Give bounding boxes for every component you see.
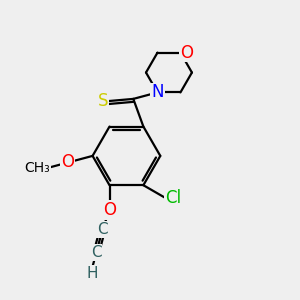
Text: H: H (86, 266, 98, 281)
Text: S: S (98, 92, 108, 110)
Text: CH₃: CH₃ (24, 161, 50, 176)
Text: N: N (151, 83, 164, 101)
Text: C: C (97, 222, 108, 237)
Text: O: O (103, 201, 116, 219)
Text: O: O (61, 153, 74, 171)
Text: O: O (180, 44, 193, 62)
Text: Cl: Cl (165, 189, 182, 207)
Text: C: C (91, 245, 102, 260)
